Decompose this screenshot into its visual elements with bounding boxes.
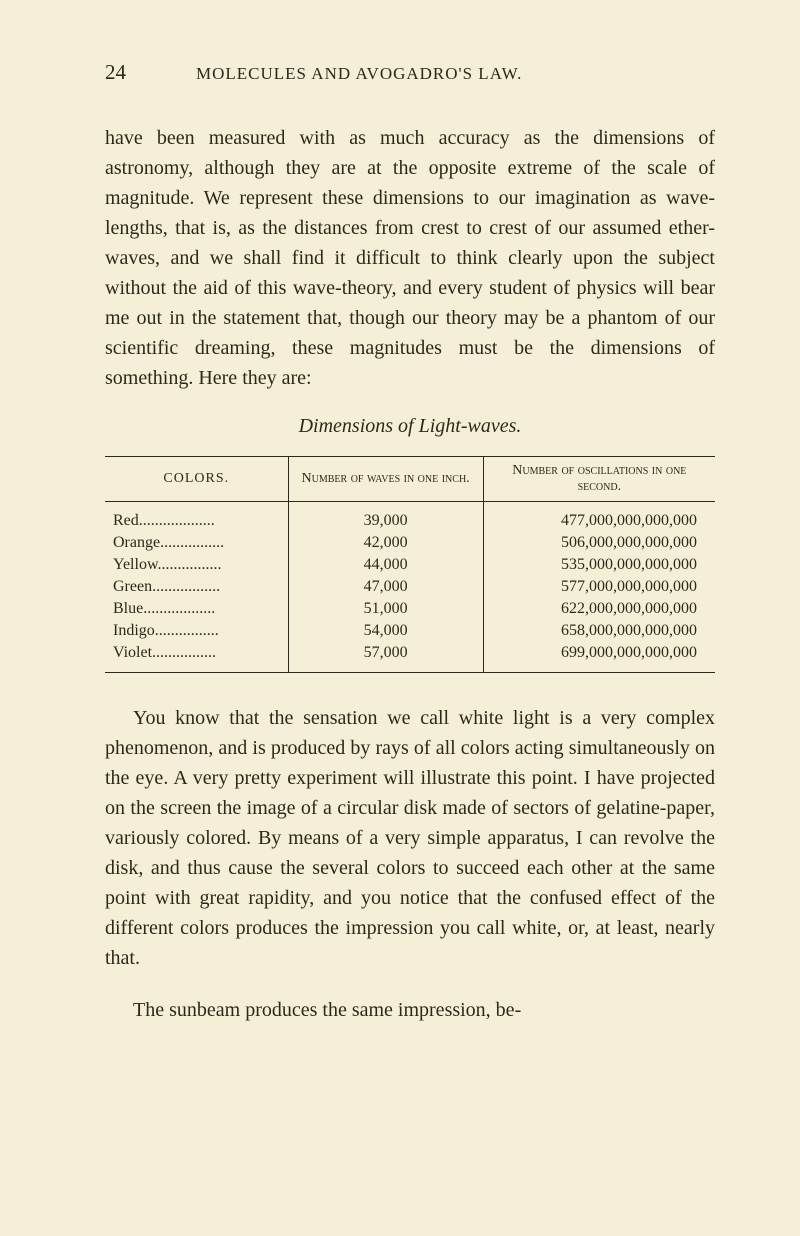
cell-waves: 54,000 xyxy=(288,620,483,642)
table-body: Red...................39,000477,000,000,… xyxy=(105,502,715,673)
table-row: Yellow................44,000535,000,000,… xyxy=(105,554,715,576)
page-container: 24 MOLECULES AND AVOGADRO'S LAW. have be… xyxy=(0,0,800,1107)
running-header: MOLECULES AND AVOGADRO'S LAW. xyxy=(196,64,522,84)
table-row: Violet................57,000699,000,000,… xyxy=(105,642,715,673)
table-row: Green.................47,000577,000,000,… xyxy=(105,576,715,598)
column-header-oscillations: Number of oscillations in one second. xyxy=(483,457,715,502)
paragraph-1: have been measured with as much accuracy… xyxy=(105,123,715,393)
cell-color: Green................. xyxy=(105,576,288,598)
table-row: Blue..................51,000622,000,000,… xyxy=(105,598,715,620)
column-header-colors: COLORS. xyxy=(105,457,288,502)
table-row: Indigo................54,000658,000,000,… xyxy=(105,620,715,642)
table-title: Dimensions of Light-waves. xyxy=(105,415,715,438)
paragraph-2: You know that the sensation we call whit… xyxy=(105,703,715,973)
column-header-waves: Number of waves in one inch. xyxy=(288,457,483,502)
cell-waves: 42,000 xyxy=(288,532,483,554)
cell-color: Violet................ xyxy=(105,642,288,673)
cell-color: Blue.................. xyxy=(105,598,288,620)
cell-oscillations: 477,000,000,000,000 xyxy=(483,502,715,533)
cell-waves: 57,000 xyxy=(288,642,483,673)
cell-color: Orange................ xyxy=(105,532,288,554)
table-header-row: COLORS. Number of waves in one inch. Num… xyxy=(105,457,715,502)
cell-waves: 44,000 xyxy=(288,554,483,576)
header-row: 24 MOLECULES AND AVOGADRO'S LAW. xyxy=(105,60,715,85)
cell-oscillations: 658,000,000,000,000 xyxy=(483,620,715,642)
cell-waves: 39,000 xyxy=(288,502,483,533)
cell-oscillations: 699,000,000,000,000 xyxy=(483,642,715,673)
cell-color: Yellow................ xyxy=(105,554,288,576)
cell-oscillations: 506,000,000,000,000 xyxy=(483,532,715,554)
paragraph-3: The sunbeam produces the same impression… xyxy=(105,995,715,1025)
cell-waves: 47,000 xyxy=(288,576,483,598)
cell-color: Indigo................ xyxy=(105,620,288,642)
cell-oscillations: 535,000,000,000,000 xyxy=(483,554,715,576)
cell-oscillations: 577,000,000,000,000 xyxy=(483,576,715,598)
page-number: 24 xyxy=(105,60,126,85)
cell-waves: 51,000 xyxy=(288,598,483,620)
cell-color: Red................... xyxy=(105,502,288,533)
table-row: Orange................42,000506,000,000,… xyxy=(105,532,715,554)
table-row: Red...................39,000477,000,000,… xyxy=(105,502,715,533)
light-waves-table: COLORS. Number of waves in one inch. Num… xyxy=(105,456,715,673)
cell-oscillations: 622,000,000,000,000 xyxy=(483,598,715,620)
